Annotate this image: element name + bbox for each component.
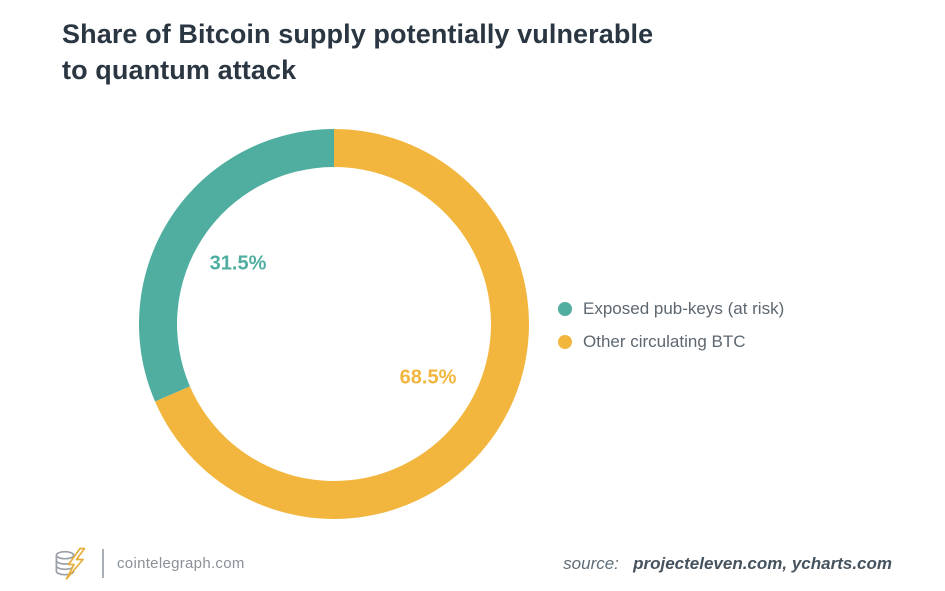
legend-label-other: Other circulating BTC <box>583 332 746 351</box>
source-domains: projecteleven.com, ycharts.com <box>633 554 892 573</box>
legend-dot-yellow-icon <box>558 335 572 349</box>
chart-title-line-1: Share of Bitcoin supply potentially vuln… <box>62 19 654 49</box>
donut-slice-0 <box>139 129 334 402</box>
legend-item-exposed: Exposed pub-keys (at risk) <box>558 299 784 319</box>
brand-name: cointelegraph.com <box>117 555 245 572</box>
cointelegraph-coin-stack-lightning-icon <box>55 547 86 580</box>
source-prefix: source: <box>563 554 619 573</box>
legend-item-other: Other circulating BTC <box>558 332 784 352</box>
chart-legend: Exposed pub-keys (at risk) Other circula… <box>558 299 784 352</box>
source-attribution: source: projecteleven.com, ycharts.com <box>563 554 892 574</box>
chart-title-line-2: to quantum attack <box>62 55 297 85</box>
chart-title: Share of Bitcoin supply potentially vuln… <box>62 16 782 88</box>
donut-chart-svg <box>139 129 529 519</box>
legend-dot-teal-icon <box>558 302 572 316</box>
slice-value-label-exposed: 31.5% <box>209 252 267 275</box>
legend-label-exposed: Exposed pub-keys (at risk) <box>583 299 785 318</box>
slice-value-label-other: 68.5% <box>399 366 457 389</box>
donut-chart: 31.5% 68.5% <box>139 129 529 519</box>
footer-divider <box>102 549 104 578</box>
